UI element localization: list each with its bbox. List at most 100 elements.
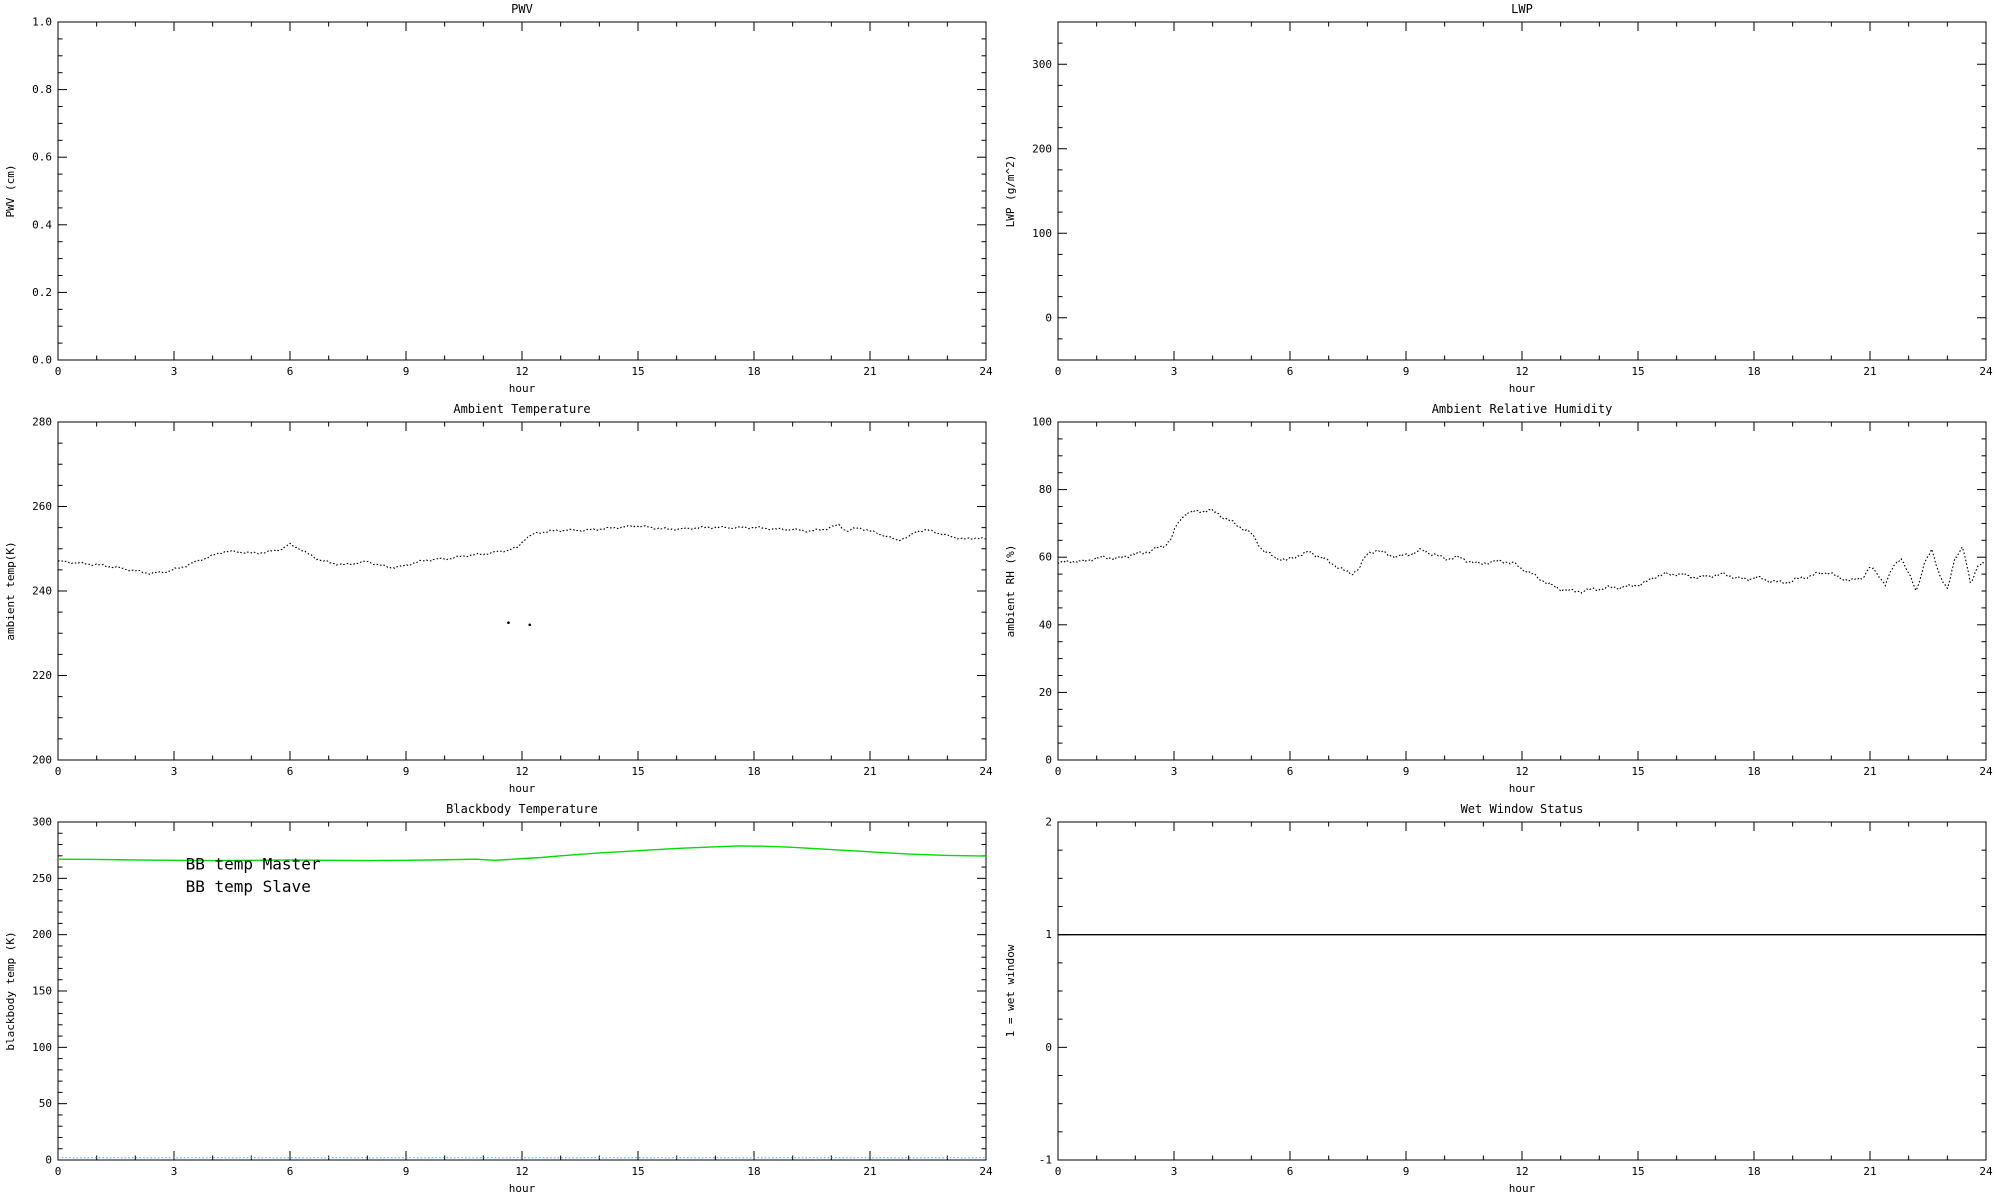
- svg-text:21: 21: [863, 365, 876, 378]
- svg-text:300: 300: [32, 816, 52, 829]
- svg-text:3: 3: [171, 1165, 178, 1178]
- svg-text:21: 21: [1863, 765, 1876, 778]
- svg-text:280: 280: [32, 416, 52, 429]
- svg-text:PWV: PWV: [511, 2, 533, 16]
- svg-text:1 = wet window: 1 = wet window: [1004, 944, 1017, 1037]
- svg-text:200: 200: [32, 928, 52, 941]
- svg-text:15: 15: [631, 365, 644, 378]
- svg-text:50: 50: [39, 1097, 52, 1110]
- svg-text:21: 21: [863, 1165, 876, 1178]
- svg-text:ambient temp(K): ambient temp(K): [4, 541, 17, 640]
- svg-text:Wet Window Status: Wet Window Status: [1461, 802, 1584, 816]
- svg-text:200: 200: [32, 754, 52, 767]
- svg-text:hour: hour: [1509, 382, 1536, 395]
- svg-text:60: 60: [1039, 551, 1052, 564]
- svg-text:0: 0: [55, 1165, 62, 1178]
- svg-text:1: 1: [1045, 928, 1052, 941]
- svg-text:12: 12: [515, 365, 528, 378]
- svg-text:260: 260: [32, 500, 52, 513]
- svg-text:3: 3: [171, 365, 178, 378]
- svg-text:9: 9: [1403, 365, 1410, 378]
- svg-text:15: 15: [1631, 765, 1644, 778]
- svg-text:40: 40: [1039, 618, 1052, 631]
- svg-text:12: 12: [1515, 1165, 1528, 1178]
- svg-text:12: 12: [1515, 365, 1528, 378]
- svg-text:3: 3: [1171, 1165, 1178, 1178]
- svg-text:18: 18: [747, 765, 760, 778]
- svg-text:100: 100: [1032, 416, 1052, 429]
- svg-text:21: 21: [1863, 365, 1876, 378]
- svg-text:Blackbody Temperature: Blackbody Temperature: [446, 802, 598, 816]
- svg-text:6: 6: [1287, 765, 1294, 778]
- svg-text:300: 300: [1032, 58, 1052, 71]
- svg-text:hour: hour: [1509, 1182, 1536, 1195]
- svg-text:18: 18: [1747, 1165, 1760, 1178]
- svg-text:100: 100: [1032, 227, 1052, 240]
- svg-text:0: 0: [1055, 365, 1062, 378]
- ambient-temperature-chart: 0 3 6 9 12 15 18 21 24 200 220 240 260 280 Ambient Tem…: [4, 402, 993, 795]
- svg-text:80: 80: [1039, 483, 1052, 496]
- svg-text:0: 0: [1045, 1041, 1052, 1054]
- svg-text:12: 12: [1515, 765, 1528, 778]
- svg-text:15: 15: [631, 1165, 644, 1178]
- svg-text:24: 24: [1979, 365, 1993, 378]
- svg-text:0.0: 0.0: [32, 354, 52, 367]
- svg-text:15: 15: [631, 765, 644, 778]
- svg-text:6: 6: [1287, 1165, 1294, 1178]
- svg-text:9: 9: [403, 365, 410, 378]
- svg-text:9: 9: [403, 1165, 410, 1178]
- svg-text:1.0: 1.0: [32, 16, 52, 29]
- svg-text:3: 3: [1171, 365, 1178, 378]
- svg-text:6: 6: [287, 1165, 294, 1178]
- pwv-panel: 0 3 6 9 12 15 18 21 24 0.0 0.2 0.4 0.6 0.8 1.0 PWV hour P…: [0, 0, 1000, 400]
- svg-text:150: 150: [32, 985, 52, 998]
- svg-text:hour: hour: [509, 782, 536, 795]
- lwp-chart: 0 3 6 9 12 15 18 21 24 0 100 200 300 LWP hour LWP (g/m^…: [1004, 2, 1993, 395]
- svg-text:24: 24: [979, 1165, 993, 1178]
- svg-text:21: 21: [863, 765, 876, 778]
- svg-text:250: 250: [32, 872, 52, 885]
- blackbody-temperature-panel: 0 3 6 9 12 15 18 21 24 0 50 100 150 200 250 300 Blackbod…: [0, 800, 1000, 1200]
- svg-text:LWP (g/m^2): LWP (g/m^2): [1004, 155, 1017, 228]
- legend-bb-temp-master: BB temp Master: [186, 854, 321, 873]
- svg-text:hour: hour: [509, 1182, 536, 1195]
- svg-text:9: 9: [1403, 765, 1410, 778]
- svg-text:0: 0: [1045, 754, 1052, 767]
- svg-text:6: 6: [287, 765, 294, 778]
- svg-text:18: 18: [1747, 365, 1760, 378]
- wet-window-status-panel: 0 3 6 9 12 15 18 21 24 -1 0 1 2 Wet Window Status hour…: [1000, 800, 2000, 1200]
- svg-text:6: 6: [1287, 365, 1294, 378]
- svg-text:0: 0: [55, 765, 62, 778]
- svg-text:15: 15: [1631, 365, 1644, 378]
- svg-text:3: 3: [1171, 765, 1178, 778]
- lwp-panel: 0 3 6 9 12 15 18 21 24 0 100 200 300 LWP hour LWP (g/m^…: [1000, 0, 2000, 400]
- svg-text:200: 200: [1032, 142, 1052, 155]
- svg-text:100: 100: [32, 1041, 52, 1054]
- svg-text:24: 24: [979, 765, 993, 778]
- svg-text:12: 12: [515, 1165, 528, 1178]
- svg-text:6: 6: [287, 365, 294, 378]
- ambient-relative-humidity-panel: 0 3 6 9 12 15 18 21 24 0 20 40 60 80 100 Ambient Relati…: [1000, 400, 2000, 800]
- svg-text:9: 9: [1403, 1165, 1410, 1178]
- svg-text:ambient RH (%): ambient RH (%): [1004, 545, 1017, 638]
- svg-text:24: 24: [979, 365, 993, 378]
- svg-text:15: 15: [1631, 1165, 1644, 1178]
- svg-text:0.6: 0.6: [32, 151, 52, 164]
- svg-text:-1: -1: [1039, 1154, 1052, 1167]
- svg-text:12: 12: [515, 765, 528, 778]
- svg-text:PWV (cm): PWV (cm): [4, 165, 17, 218]
- svg-text:220: 220: [32, 669, 52, 682]
- svg-text:blackbody temp (K): blackbody temp (K): [4, 931, 17, 1050]
- svg-text:20: 20: [1039, 686, 1052, 699]
- svg-text:9: 9: [403, 765, 410, 778]
- svg-text:0: 0: [45, 1154, 52, 1167]
- svg-text:0.2: 0.2: [32, 286, 52, 299]
- svg-text:21: 21: [1863, 1165, 1876, 1178]
- svg-text:0: 0: [1045, 311, 1052, 324]
- svg-text:0.8: 0.8: [32, 83, 52, 96]
- svg-text:hour: hour: [1509, 782, 1536, 795]
- ambient-temperature-panel: 0 3 6 9 12 15 18 21 24 200 220 240 260 280 Ambient Tem…: [0, 400, 1000, 800]
- svg-text:0: 0: [1055, 1165, 1062, 1178]
- svg-text:24: 24: [1979, 765, 1993, 778]
